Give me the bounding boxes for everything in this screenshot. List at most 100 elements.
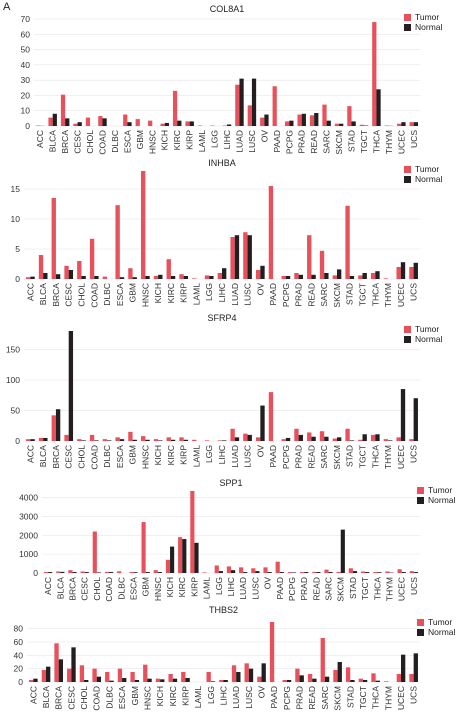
bar-tumor [202,572,206,573]
x-tick-label: TGCT [358,686,368,709]
bar-tumor [288,572,292,573]
bar-tumor [295,669,299,682]
x-tick-label: PRAD [297,130,307,154]
bar-tumor [141,171,145,279]
x-tick-label: LAML [193,686,203,708]
bar-normal [324,273,328,279]
x-tick-label: ESCA [115,283,125,306]
y-tick-label: 150 [6,344,20,354]
x-tick-label: READ [309,130,319,154]
bar-normal [171,440,175,441]
x-tick-label: UCEC [396,686,406,710]
x-tick-label: THYM [383,445,393,469]
x-tick-label: COAD [97,130,107,155]
x-tick-label: KIRC [168,686,178,706]
bar-normal [338,662,342,682]
bar-tumor [39,438,43,441]
bar-normal [171,276,175,279]
bar-normal [311,275,315,279]
legend-label-tumor: Tumor [415,324,439,334]
bar-normal [72,572,76,573]
bar-normal [81,276,85,279]
bar-normal [235,235,239,279]
bar-tumor [384,278,388,279]
bar-tumor [396,267,400,279]
bar-tumor [235,85,239,126]
x-tick-label: TGCT [358,283,368,306]
y-tick-label: 30 [21,75,31,85]
y-tick-label: 0 [25,121,30,131]
x-tick-label: CESC [73,130,83,154]
bar-tumor [154,439,158,441]
bar-tumor [98,116,102,126]
bar-normal [224,680,228,682]
x-tick-label: CHOL [79,686,89,710]
x-tick-label: SARC [319,445,329,469]
y-tick-label: 40 [21,60,31,70]
x-tick-label: GBM [141,577,151,596]
bar-normal [133,277,137,279]
x-tick-label: PAAD [268,445,278,468]
y-tick-label: 0 [15,274,20,284]
x-tick-label: DLBC [116,577,126,600]
x-tick-label: CESC [66,686,76,710]
bar-normal [299,435,303,441]
bar-tumor [77,439,81,441]
legend-label-tumor: Tumor [428,485,452,495]
bar-normal [211,681,215,682]
bar-tumor [337,572,341,573]
bar-normal [97,572,101,573]
chart-title: SFRP4 [207,313,236,323]
x-tick-label: HNSC [142,686,152,710]
bar-tumor [333,275,337,279]
bar-normal [185,678,189,682]
bar-tumor [307,235,311,279]
bar-normal [53,114,57,126]
x-tick-label: GBM [135,130,145,149]
x-tick-label: PCPG [287,577,297,601]
bar-tumor [308,674,312,682]
bar-tumor [129,572,133,573]
y-tick-label: 60 [14,637,24,647]
bar-tumor [42,670,46,682]
bar-normal [78,122,82,126]
x-tick-label: LGG [210,130,220,148]
bar-normal [158,572,162,573]
legend-label-normal: Normal [428,627,456,637]
bar-tumor [227,566,231,573]
x-tick-label: BRCA [67,577,77,601]
bar-normal [170,547,174,573]
x-tick-label: OV [255,283,265,296]
bar-tumor [294,429,298,441]
bar-normal [194,543,198,573]
x-tick-label: OV [259,130,269,143]
x-tick-label: THYM [383,283,393,307]
bar-normal [160,679,164,682]
bar-tumor [168,674,172,682]
bar-tumor [130,672,134,682]
bar-tumor [218,273,222,279]
x-tick-label: OV [255,445,265,458]
bar-tumor [297,115,301,126]
x-tick-label: LAML [191,445,201,467]
x-tick-label: SARC [322,130,332,154]
bar-normal [414,398,418,441]
legend-swatch-normal [417,497,424,504]
bar-normal [127,122,131,126]
bar-tumor [385,571,389,573]
bar-tumor [105,672,109,682]
bar-tumor [333,670,337,682]
bar-tumor [276,562,280,573]
x-tick-label: BLCA [48,130,58,153]
y-tick-label: 50 [21,45,31,55]
x-tick-label: UCS [409,130,419,148]
bar-tumor [322,105,326,126]
bar-tumor [256,270,260,279]
x-tick-label: SKCM [334,130,344,155]
bar-tumor [371,435,375,441]
bar-normal [316,572,320,573]
bar-tumor [300,572,304,573]
bar-tumor [320,431,324,441]
bar-tumor [349,568,353,573]
